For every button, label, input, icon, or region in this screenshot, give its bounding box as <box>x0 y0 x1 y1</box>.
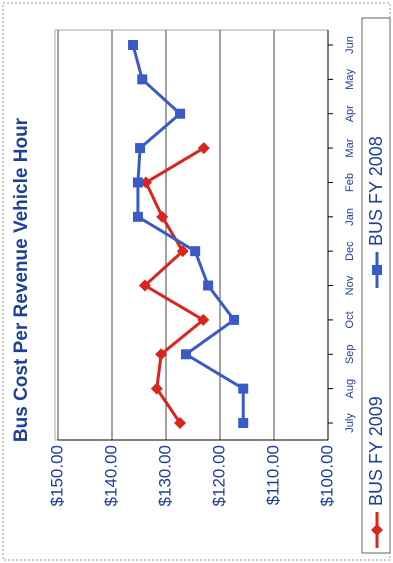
marker <box>140 176 153 189</box>
x-tick-label: Apr <box>344 105 356 122</box>
marker <box>372 265 382 275</box>
x-tick-label: Dec <box>344 241 356 261</box>
plot-border <box>54 29 329 441</box>
x-tick-label: Jan <box>344 208 356 226</box>
marker <box>176 245 189 258</box>
legend-label: BUS FY 2009 <box>366 396 386 506</box>
x-tick-label: Feb <box>344 173 356 192</box>
marker <box>197 142 210 155</box>
series-line <box>131 44 245 423</box>
y-tick-label: $140.00 <box>101 445 120 506</box>
legend-box <box>361 17 391 554</box>
marker <box>371 524 383 536</box>
x-tick-label: Oct <box>344 311 356 328</box>
marker <box>197 313 210 326</box>
series-line <box>142 146 206 424</box>
y-tick-label: $150.00 <box>47 445 66 506</box>
y-tick-label: $110.00 <box>263 445 282 505</box>
x-tick-label: July <box>344 413 356 433</box>
marker <box>137 74 148 85</box>
marker <box>150 382 163 395</box>
marker <box>132 211 143 222</box>
marker <box>238 418 249 428</box>
marker <box>229 314 240 325</box>
marker <box>155 348 168 361</box>
marker <box>190 246 201 257</box>
marker <box>132 177 143 188</box>
marker <box>180 349 191 360</box>
marker <box>135 143 146 154</box>
y-tick-label: $120.00 <box>209 445 228 506</box>
x-tick-label: Jun <box>344 36 356 54</box>
legend-label: BUS FY 2008 <box>366 136 386 246</box>
marker <box>156 210 169 223</box>
y-tick-label: $130.00 <box>155 445 174 506</box>
x-tick-label: Aug <box>344 379 356 399</box>
marker <box>238 383 249 394</box>
marker <box>174 417 187 429</box>
marker <box>128 40 139 50</box>
x-tick-label: Nov <box>344 275 356 295</box>
y-tick-label: $100.00 <box>317 445 336 506</box>
rotated-chart: Bus Cost Per Revenue Vehicle Hour $100.0… <box>11 17 391 554</box>
chart-title: Bus Cost Per Revenue Vehicle Hour <box>11 117 32 442</box>
marker <box>138 279 151 292</box>
x-tick-label: May <box>344 68 356 89</box>
marker <box>203 280 214 291</box>
x-tick-label: Sep <box>344 344 356 364</box>
marker <box>175 108 186 119</box>
x-tick-label: Mar <box>344 138 356 157</box>
